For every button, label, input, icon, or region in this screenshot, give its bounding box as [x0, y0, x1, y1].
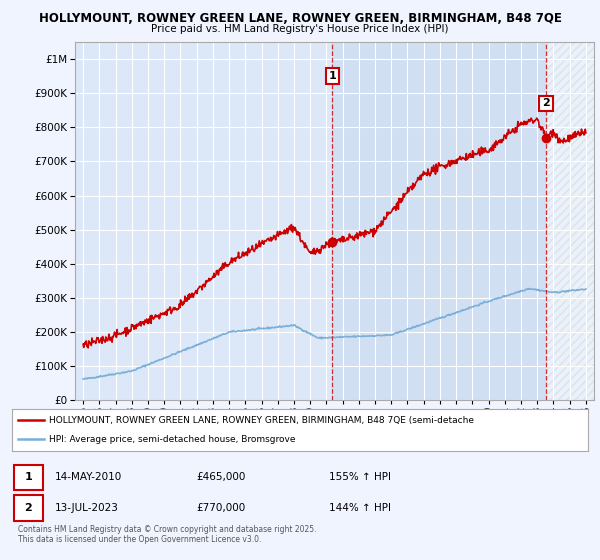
Text: HPI: Average price, semi-detached house, Bromsgrove: HPI: Average price, semi-detached house,… — [49, 435, 296, 444]
Text: 2: 2 — [24, 503, 32, 513]
Text: HOLLYMOUNT, ROWNEY GREEN LANE, ROWNEY GREEN, BIRMINGHAM, B48 7QE (semi-detache: HOLLYMOUNT, ROWNEY GREEN LANE, ROWNEY GR… — [49, 416, 475, 424]
Text: 1: 1 — [24, 472, 32, 482]
Bar — [332, 42, 546, 400]
FancyBboxPatch shape — [14, 495, 43, 521]
Text: Contains HM Land Registry data © Crown copyright and database right 2025.
This d: Contains HM Land Registry data © Crown c… — [18, 525, 316, 544]
Text: HOLLYMOUNT, ROWNEY GREEN LANE, ROWNEY GREEN, BIRMINGHAM, B48 7QE: HOLLYMOUNT, ROWNEY GREEN LANE, ROWNEY GR… — [38, 12, 562, 25]
Text: 14-MAY-2010: 14-MAY-2010 — [55, 472, 122, 482]
Bar — [546, 42, 594, 400]
Text: £465,000: £465,000 — [196, 472, 245, 482]
FancyBboxPatch shape — [14, 465, 43, 490]
Text: 144% ↑ HPI: 144% ↑ HPI — [329, 503, 391, 513]
Text: 13-JUL-2023: 13-JUL-2023 — [55, 503, 119, 513]
Text: 1: 1 — [329, 71, 336, 81]
Text: 155% ↑ HPI: 155% ↑ HPI — [329, 472, 391, 482]
Text: £770,000: £770,000 — [196, 503, 245, 513]
Text: 2: 2 — [542, 99, 550, 109]
Text: Price paid vs. HM Land Registry's House Price Index (HPI): Price paid vs. HM Land Registry's House … — [151, 24, 449, 34]
